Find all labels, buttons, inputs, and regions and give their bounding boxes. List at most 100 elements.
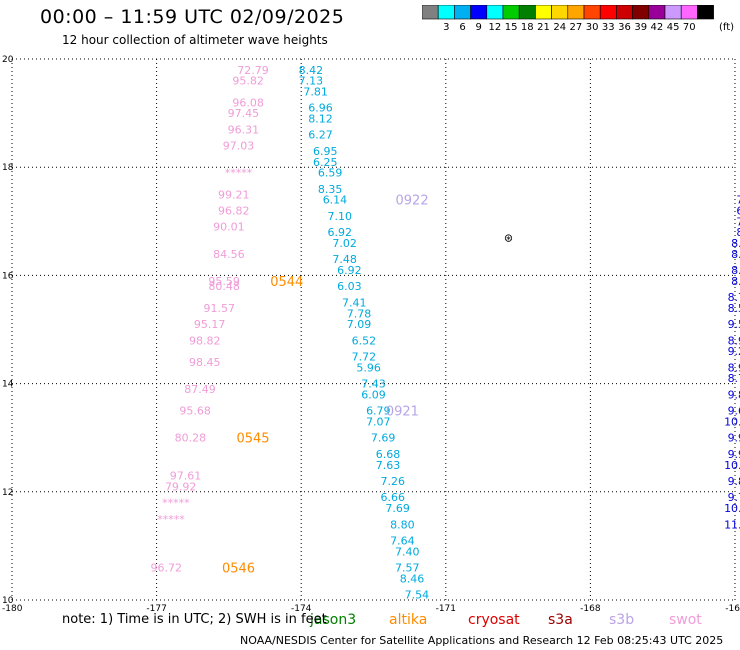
wave-height-label: 8.59 [728,302,740,315]
x-tick-label: -180 [2,604,23,614]
colorbar-tick-label: 36 [618,22,631,33]
wave-height-label: 98.45 [189,356,221,369]
wave-height-label: 7.69 [371,432,396,445]
wave-height-label: 7.41 [342,296,367,309]
colorbar-tick-label: 6 [459,22,465,33]
wave-height-label: 95.82 [232,75,264,88]
wave-height-label: 7.64 [390,534,415,547]
colorbar-swatch [697,5,714,20]
wave-height-label: 7.09 [347,318,372,331]
colorbar-tick-label: 24 [553,22,566,33]
colorbar-tick-label: 45 [667,22,680,33]
wave-height-label: 8.8 [731,275,740,288]
wave-height-label: 79.92 [165,480,197,493]
wave-height-label: 96.31 [228,123,260,136]
wave-height-label: 7.10 [328,210,353,223]
wave-height-label: 7.43 [361,378,386,391]
wave-height-label: 7.40 [395,545,420,558]
y-tick-label: 18 [2,163,14,173]
wave-height-label: 7.13 [299,75,324,88]
wave-height-label: 8.6 [731,237,740,250]
wave-height-label: 97.61 [170,470,202,483]
x-tick-label: -168 [580,604,601,614]
colorbar-tick-label: 33 [602,22,615,33]
y-tick-label: 14 [2,380,14,390]
wave-height-label: 7.81 [303,85,328,98]
wave-height-label: 95.59 [208,275,240,288]
legend-swot: swot [669,612,702,628]
wave-height-label: 6.79 [366,405,391,418]
colorbar-tick-label: 30 [586,22,599,33]
wave-height-label: 7.54 [405,589,430,602]
wave-height-label: 8.80 [390,518,415,531]
wave-height-label: 6.95 [313,145,338,158]
wave-height-label: 8.90 [728,361,740,374]
legend-cryosat: cryosat [468,612,520,628]
wave-height-label: 8.12 [308,113,333,126]
wave-height-label: 8 [736,226,740,239]
wave-height-label: 8.7 [731,248,740,261]
chart-title: 00:00 – 11:59 UTC 02/09/2025 [40,6,345,28]
chart-subtitle: 12 hour collection of altimeter wave hei… [62,33,328,47]
wave-height-label: 8.79 [728,372,740,385]
wave-height-label: 9.88 [728,475,740,488]
pass-time-label: 0922 [396,194,429,209]
wave-height-label: 6.09 [361,388,386,401]
wave-height-label: 7.72 [352,351,377,364]
wave-height-label: 6.03 [337,280,362,293]
wave-height-label: 80.28 [175,432,207,445]
wave-height-label: 7.63 [376,459,401,472]
wave-height-label: 7 [736,215,740,228]
colorbar: 3 6 9 12 15 18 21 24 27 30 33 36 39 42 45 70 (ft) [422,5,734,33]
wave-height-label: 6.52 [352,334,377,347]
plot-area: 8.427.137.81 6.968.12 6.27 6.956.256.59 8.35… [150,64,740,602]
colorbar-tick-label: 9 [476,22,482,33]
x-tick-label: -174 [291,604,312,614]
wave-height-label: 11.05 [724,518,740,531]
wave-height-label: 10.30 [724,502,740,515]
wave-height-label: 8.93 [728,334,740,347]
colorbar-tick-label: 39 [634,22,647,33]
wave-height-label: 6.14 [323,194,348,207]
wave-height-label: 8.72 [728,291,740,304]
wave-height-label: 90.01 [213,221,245,234]
wave-height-label: 8.7 [731,264,740,277]
colorbar-tick-label: 15 [505,22,518,33]
pass-time-label: 0545 [236,432,269,447]
wave-height-label: 6 [736,204,740,217]
legend-s3b: s3b [609,612,635,628]
wave-height-label: ***** [162,497,190,510]
wave-height-label: 96.72 [150,562,182,575]
pass-time-label: 0544 [270,275,303,290]
wave-height-label: 7.02 [332,237,357,250]
wave-height-label: 99.21 [218,188,250,201]
y-tick-label: 12 [2,488,13,498]
legend-altika: altika [389,612,428,628]
colorbar-unit-label: (ft) [719,22,734,33]
wave-height-label: 8.46 [400,572,425,585]
wave-height-label: 97.45 [228,107,260,120]
wave-height-label: 7.69 [385,502,410,515]
wave-height-label: 95.68 [179,405,211,418]
wave-height-label: 6.27 [308,129,333,142]
wave-height-label: 10.24 [724,415,740,428]
wave-height-label: 6.59 [318,167,343,180]
wave-height-label: 6.25 [313,156,338,169]
colorbar-tick-label: 21 [537,22,550,33]
location-marker: ⊛ [504,232,513,245]
pass-time-label: 0921 [386,405,419,420]
legend-s3a: s3a [548,612,573,628]
x-tick-label: -16 [725,604,740,614]
x-tick-label: -171 [436,604,456,614]
footnote: note: 1) Time is in UTC; 2) SWH is in fe… [62,612,327,627]
wave-height-label: 6.68 [376,448,401,461]
wave-height-label: 80.48 [208,280,240,293]
wave-height-label: 6.92 [328,226,353,239]
credit-line: NOAA/NESDIS Center for Satellite Applica… [240,634,724,647]
wave-height-label: 9.91 [728,448,740,461]
wave-height-label: ***** [157,513,185,526]
wave-height-label: 98.82 [189,334,221,347]
colorbar-tick-label: 18 [521,22,534,33]
wave-height-label: 96.82 [218,204,250,217]
